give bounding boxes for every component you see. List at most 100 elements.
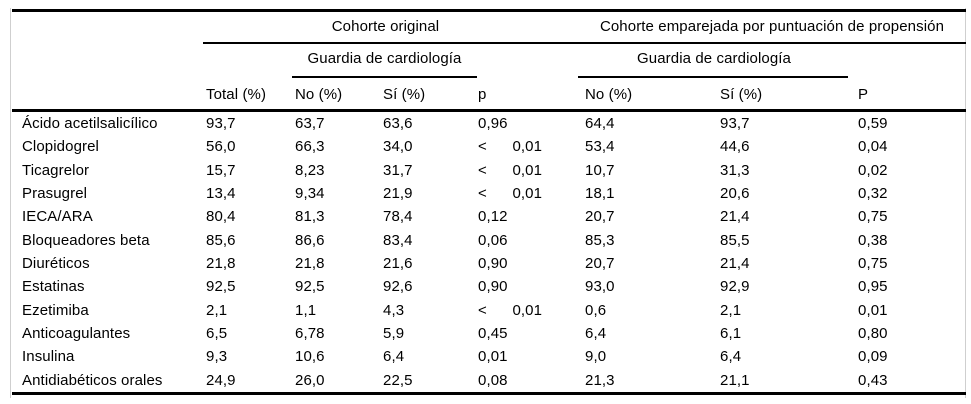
row-label: Clopidogrel <box>22 138 99 156</box>
header-bottom-rule <box>12 109 966 112</box>
col-header-si-original: Sí (%) <box>383 86 426 103</box>
cell-si-original: 34,0 <box>383 138 413 156</box>
table-row: Diuréticos 21,8 21,8 21,6 0,90 20,7 21,4… <box>0 252 971 275</box>
row-label: Insulina <box>22 348 75 366</box>
cell-si-matched: 31,3 <box>720 161 750 179</box>
table-body: Ácido acetilsalicílico 93,7 63,7 63,6 0,… <box>0 112 971 392</box>
cell-no-original: 10,6 <box>295 348 325 366</box>
cell-si-matched: 21,4 <box>720 254 750 272</box>
cell-no-original: 63,7 <box>295 115 325 132</box>
cell-si-original: 4,3 <box>383 301 405 319</box>
row-label: Ticagrelor <box>22 161 90 179</box>
table-row: Clopidogrel 56,0 66,3 34,0 < 0,01 53,4 4… <box>0 135 971 158</box>
guardia-left-rule <box>292 76 477 78</box>
cell-p-original: 0,90 <box>478 278 508 296</box>
cell-no-matched: 53,4 <box>585 138 615 156</box>
table-row: Ácido acetilsalicílico 93,7 63,7 63,6 0,… <box>0 112 971 135</box>
subgroup-guardia-original: Guardia de cardiología <box>307 50 462 67</box>
bottom-rule <box>12 392 966 395</box>
cell-p-matched: 0,01 <box>858 301 888 319</box>
cell-no-original: 21,8 <box>295 254 325 272</box>
table-row: IECA/ARA 80,4 81,3 78,4 0,12 20,7 21,4 0… <box>0 205 971 228</box>
table-row: Ezetimiba 2,1 1,1 4,3 < 0,01 0,6 2,1 0,0… <box>0 299 971 322</box>
cell-total: 56,0 <box>206 138 236 156</box>
guardia-right-rule <box>578 76 848 78</box>
cell-no-matched: 64,4 <box>585 115 615 132</box>
cell-si-matched: 21,4 <box>720 208 750 226</box>
cell-p-original: 0,90 <box>478 254 508 272</box>
cell-si-matched: 6,1 <box>720 324 742 342</box>
cell-p-original: 0,12 <box>478 208 508 226</box>
cell-p-original: < 0,01 <box>478 301 543 319</box>
cell-si-matched: 2,1 <box>720 301 742 319</box>
column-group-original: Cohorte original <box>331 18 440 35</box>
cell-total: 93,7 <box>206 115 236 132</box>
cell-si-original: 5,9 <box>383 324 405 342</box>
cell-p-original: < 0,01 <box>478 138 543 156</box>
table-frame <box>10 8 966 398</box>
cell-si-matched: 21,1 <box>720 371 750 389</box>
table-row: Prasugrel 13,4 9,34 21,9 < 0,01 18,1 20,… <box>0 182 971 205</box>
cell-no-original: 66,3 <box>295 138 325 156</box>
table-row: Ticagrelor 15,7 8,23 31,7 < 0,01 10,7 31… <box>0 159 971 182</box>
table-row: Antidiabéticos orales 24,9 26,0 22,5 0,0… <box>0 369 971 392</box>
cell-p-original: 0,08 <box>478 371 508 389</box>
cell-no-matched: 18,1 <box>585 184 615 202</box>
cell-no-original: 1,1 <box>295 301 317 319</box>
cell-no-matched: 85,3 <box>585 231 615 249</box>
table-row: Bloqueadores beta 85,6 86,6 83,4 0,06 85… <box>0 229 971 252</box>
cell-p-matched: 0,59 <box>858 115 888 132</box>
cell-no-original: 81,3 <box>295 208 325 226</box>
cell-no-matched: 0,6 <box>585 301 607 319</box>
cell-si-original: 78,4 <box>383 208 413 226</box>
col-header-no-original: No (%) <box>295 86 343 103</box>
cell-p-matched: 0,38 <box>858 231 888 249</box>
cell-si-matched: 92,9 <box>720 278 750 296</box>
cell-si-matched: 85,5 <box>720 231 750 249</box>
cell-total: 24,9 <box>206 371 236 389</box>
cell-no-original: 6,78 <box>295 324 325 342</box>
cell-no-original: 92,5 <box>295 278 325 296</box>
cell-p-original: 0,01 <box>478 348 508 366</box>
cell-p-matched: 0,80 <box>858 324 888 342</box>
cell-p-original: < 0,01 <box>478 184 543 202</box>
cell-total: 92,5 <box>206 278 236 296</box>
cell-total: 9,3 <box>206 348 228 366</box>
cell-si-original: 92,6 <box>383 278 413 296</box>
cell-no-matched: 6,4 <box>585 324 607 342</box>
column-groups-rule <box>203 42 966 44</box>
table-row: Insulina 9,3 10,6 6,4 0,01 9,0 6,4 0,09 <box>0 345 971 368</box>
cell-si-original: 22,5 <box>383 371 413 389</box>
cell-no-matched: 20,7 <box>585 208 615 226</box>
top-rule <box>12 9 966 12</box>
cell-no-original: 9,34 <box>295 184 325 202</box>
cell-total: 15,7 <box>206 161 236 179</box>
cell-total: 6,5 <box>206 324 228 342</box>
cell-si-matched: 20,6 <box>720 184 750 202</box>
cell-no-matched: 93,0 <box>585 278 615 296</box>
cell-no-matched: 20,7 <box>585 254 615 272</box>
row-label: Ácido acetilsalicílico <box>22 115 158 132</box>
cell-si-matched: 44,6 <box>720 138 750 156</box>
cell-si-matched: 6,4 <box>720 348 742 366</box>
table-row: Estatinas 92,5 92,5 92,6 0,90 93,0 92,9 … <box>0 275 971 298</box>
cell-no-matched: 10,7 <box>585 161 615 179</box>
table-row: Anticoagulantes 6,5 6,78 5,9 0,45 6,4 6,… <box>0 322 971 345</box>
cell-si-original: 6,4 <box>383 348 405 366</box>
cell-p-original: < 0,01 <box>478 161 543 179</box>
row-label: Estatinas <box>22 278 85 296</box>
row-label: Bloqueadores beta <box>22 231 150 249</box>
cell-p-original: 0,06 <box>478 231 508 249</box>
row-label: Antidiabéticos orales <box>22 371 163 389</box>
row-label: Diuréticos <box>22 254 90 272</box>
cell-si-original: 83,4 <box>383 231 413 249</box>
row-label: Prasugrel <box>22 184 88 202</box>
cell-no-matched: 9,0 <box>585 348 607 366</box>
cell-no-original: 8,23 <box>295 161 325 179</box>
cell-p-matched: 0,04 <box>858 138 888 156</box>
cell-p-matched: 0,95 <box>858 278 888 296</box>
cell-total: 2,1 <box>206 301 228 319</box>
row-label: Ezetimiba <box>22 301 89 319</box>
cell-p-matched: 0,75 <box>858 254 888 272</box>
